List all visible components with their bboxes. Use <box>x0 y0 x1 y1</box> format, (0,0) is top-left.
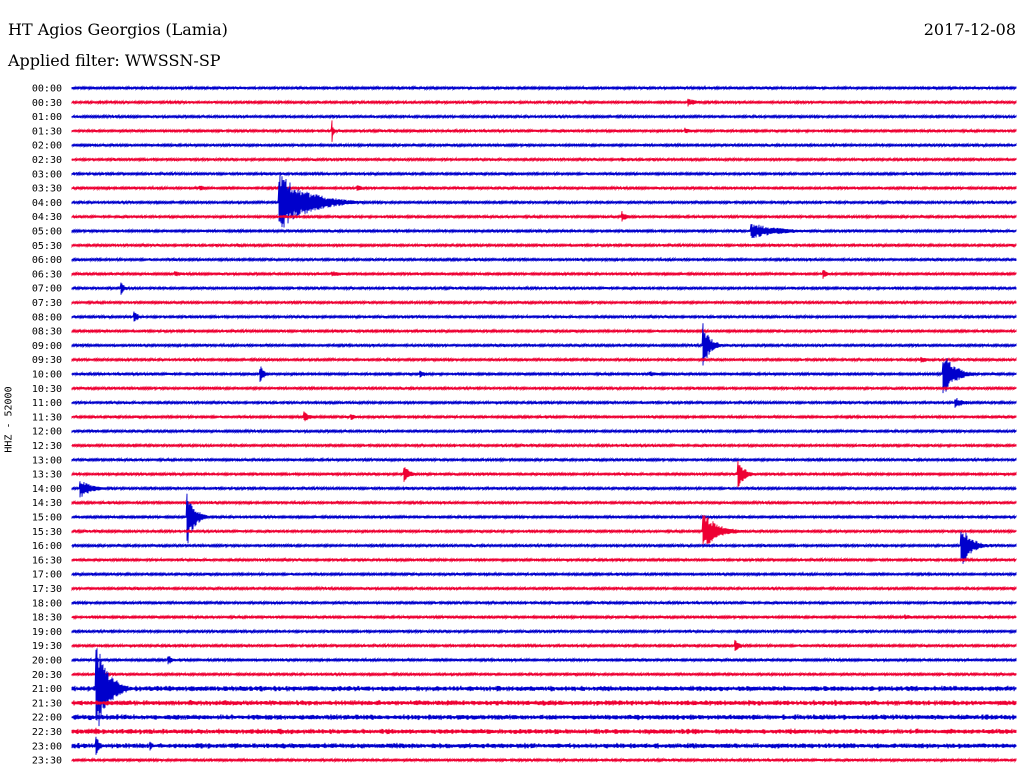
record-date: 2017-12-08 <box>923 20 1016 39</box>
row-time-label: 05:00 <box>32 227 62 238</box>
station-title: HT Agios Georgios (Lamia) <box>8 20 228 39</box>
row-time-label: 08:00 <box>32 312 62 323</box>
row-time-label: 21:30 <box>32 698 62 709</box>
row-time-label: 07:00 <box>32 284 62 295</box>
row-time-label: 05:30 <box>32 241 62 252</box>
row-time-label: 14:30 <box>32 498 62 509</box>
row-time-label: 12:00 <box>32 427 62 438</box>
row-time-label: 20:00 <box>32 656 62 667</box>
row-time-label: 03:00 <box>32 169 62 180</box>
row-time-label: 10:30 <box>32 384 62 395</box>
row-time-label: 10:00 <box>32 370 62 381</box>
row-time-label: 19:00 <box>32 627 62 638</box>
row-time-label: 22:30 <box>32 727 62 738</box>
row-time-label: 23:00 <box>32 741 62 752</box>
row-time-label: 15:00 <box>32 513 62 524</box>
row-time-label: 13:00 <box>32 455 62 466</box>
row-time-label: 11:00 <box>32 398 62 409</box>
row-time-label: 14:00 <box>32 484 62 495</box>
seismic-trace <box>71 481 1017 498</box>
row-time-label: 21:00 <box>32 684 62 695</box>
seismic-trace <box>71 493 1017 544</box>
row-time-label: 23:30 <box>32 756 62 767</box>
row-time-label: 04:30 <box>32 212 62 223</box>
row-time-label: 19:30 <box>32 641 62 652</box>
row-time-label: 13:30 <box>32 470 62 481</box>
row-time-label: 01:00 <box>32 112 62 123</box>
row-time-label: 11:30 <box>32 412 62 423</box>
row-time-label: 20:30 <box>32 670 62 681</box>
row-time-label: 02:00 <box>32 141 62 152</box>
row-time-label: 00:30 <box>32 98 62 109</box>
filter-label: Applied filter: WWSSN-SP <box>8 51 221 70</box>
row-time-label: 22:00 <box>32 713 62 724</box>
row-time-label: 18:00 <box>32 598 62 609</box>
row-time-label: 18:30 <box>32 613 62 624</box>
row-time-label: 03:30 <box>32 184 62 195</box>
row-time-label: 02:30 <box>32 155 62 166</box>
row-time-label: 06:00 <box>32 255 62 266</box>
row-time-label: 16:30 <box>32 555 62 566</box>
row-time-label: 15:30 <box>32 527 62 538</box>
row-time-label: 09:30 <box>32 355 62 366</box>
row-time-label: 12:30 <box>32 441 62 452</box>
row-time-label: 16:00 <box>32 541 62 552</box>
row-time-label: 06:30 <box>32 269 62 280</box>
row-time-label: 00:00 <box>32 84 62 95</box>
row-time-label: 17:30 <box>32 584 62 595</box>
row-time-label: 07:30 <box>32 298 62 309</box>
row-time-label: 09:00 <box>32 341 62 352</box>
row-time-label: 01:30 <box>32 126 62 137</box>
row-time-label: 04:00 <box>32 198 62 209</box>
seismic-trace <box>71 173 1017 228</box>
row-time-label: 08:30 <box>32 327 62 338</box>
row-time-label: 17:00 <box>32 570 62 581</box>
